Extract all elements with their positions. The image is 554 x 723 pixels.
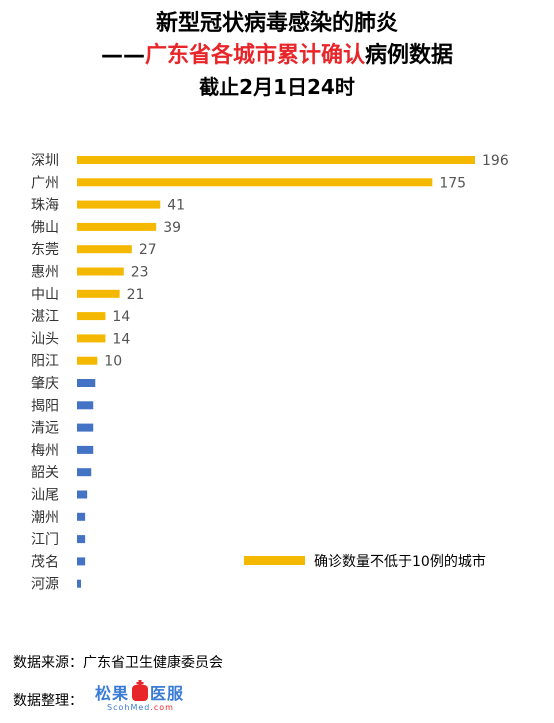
category-label: 汕头 xyxy=(31,331,59,347)
category-label: 珠海 xyxy=(31,198,59,214)
category-label: 广州 xyxy=(31,175,59,191)
legend-label: 确诊数量不低于10例的城市 xyxy=(314,553,486,570)
category-label: 清远 xyxy=(31,421,59,437)
value-label: 23 xyxy=(131,265,149,281)
category-label: 江门 xyxy=(31,532,59,548)
bar xyxy=(77,334,106,343)
category-label: 韶关 xyxy=(31,465,59,481)
bar xyxy=(77,178,433,187)
bar xyxy=(77,200,161,209)
category-label: 中山 xyxy=(31,287,59,303)
bar xyxy=(77,356,98,365)
bar xyxy=(77,557,86,566)
bar xyxy=(77,535,86,544)
title-suffix: 病例数据 xyxy=(365,43,454,68)
bar xyxy=(77,379,96,387)
value-label: 14 xyxy=(112,309,130,325)
category-label: 湛江 xyxy=(31,309,59,325)
bar xyxy=(77,222,157,231)
value-label: 41 xyxy=(167,198,185,214)
bar xyxy=(77,579,82,588)
title-dash: —— xyxy=(100,43,145,68)
category-label: 河源 xyxy=(31,577,59,593)
value-label: 10 xyxy=(104,354,122,370)
legend-swatch xyxy=(244,556,305,565)
value-label: 27 xyxy=(139,242,157,258)
category-label: 东莞 xyxy=(31,242,59,258)
bar-chart: 深圳 196 广州 175 珠海 41 佛山 39 东莞 27 惠州 23 中山 21 湛江 14 汕头 14 阳江… xyxy=(31,153,509,593)
chart-title-line2: ——广东省各城市累计确认病例数据 xyxy=(0,42,554,70)
chart-subtitle-date: 截止2月1日24时 xyxy=(199,75,355,99)
value-label: 196 xyxy=(482,153,509,169)
value-label: 175 xyxy=(439,175,466,191)
category-label: 揭阳 xyxy=(31,398,59,414)
category-label: 茂名 xyxy=(31,553,59,570)
value-label: 14 xyxy=(112,331,130,347)
bar xyxy=(77,267,124,276)
data-source-note: 数据来源：广东省卫生健康委员会 xyxy=(13,655,223,671)
chart-title-line1: 新型冠状病毒感染的肺炎 xyxy=(155,11,398,36)
category-label: 阳江 xyxy=(31,354,59,370)
title-highlight: 广东省各城市累计确认 xyxy=(144,43,365,68)
bar xyxy=(77,156,475,164)
bar xyxy=(77,312,106,321)
category-label: 梅州 xyxy=(31,443,59,459)
category-label: 深圳 xyxy=(31,153,59,169)
logo-mark-icon xyxy=(132,680,148,701)
category-label: 肇庆 xyxy=(31,376,59,392)
bar xyxy=(77,490,88,499)
category-label: 惠州 xyxy=(31,265,59,281)
category-label: 汕尾 xyxy=(31,488,59,504)
category-label: 佛山 xyxy=(31,220,59,236)
bar xyxy=(77,468,92,477)
data-organizer-label: 数据整理： xyxy=(13,693,83,709)
value-label: 39 xyxy=(163,220,181,236)
logo-subtext: ScohMed.com xyxy=(107,703,174,712)
scohmed-logo: 松果 医服 ScohMed.com xyxy=(95,678,195,718)
bar xyxy=(77,289,120,298)
category-label: 潮州 xyxy=(31,510,59,526)
bar xyxy=(77,423,94,432)
bar xyxy=(77,401,94,410)
bar xyxy=(77,512,86,521)
logo-text-right: 医服 xyxy=(150,684,185,703)
logo-text-left: 松果 xyxy=(95,684,130,703)
bar xyxy=(77,245,132,254)
bar xyxy=(77,445,94,454)
value-label: 21 xyxy=(127,287,145,303)
